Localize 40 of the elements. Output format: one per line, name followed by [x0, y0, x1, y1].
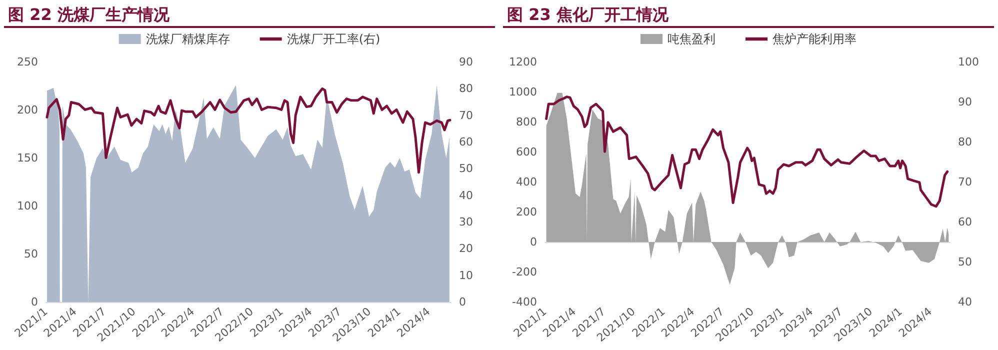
legend-label: 洗煤厂精煤库存 [146, 32, 230, 46]
y-tick-label: 800 [516, 116, 537, 128]
y-tick-label: 1200 [509, 56, 537, 68]
y2-tick-label: 90 [459, 56, 473, 68]
y2-tick-label: 40 [459, 188, 473, 202]
y-tick-label: 1000 [509, 86, 537, 98]
y-tick-label: 100 [17, 200, 38, 212]
y-tick-label: -200 [512, 266, 537, 278]
y-tick-label: -400 [512, 296, 537, 308]
y-tick-label: 200 [17, 104, 38, 116]
line-series [46, 87, 452, 174]
chart-title: 图 22 洗煤厂生产情况 [4, 0, 495, 28]
y2-tick-label: 0 [459, 296, 466, 308]
y2-tick-label: 40 [958, 296, 972, 308]
y-tick-label: 250 [17, 56, 38, 68]
y-tick-label: 0 [530, 236, 537, 248]
y2-tick-label: 50 [958, 256, 972, 268]
legend-label: 焦炉产能利用率 [772, 32, 856, 46]
y2-tick-label: 30 [459, 216, 473, 228]
y-tick-label: 0 [31, 296, 38, 308]
y2-tick-label: 80 [459, 82, 473, 96]
y2-tick-label: 100 [958, 56, 979, 68]
y2-tick-label: 10 [459, 268, 473, 282]
y2-tick-label: 60 [459, 136, 473, 148]
y-tick-label: 600 [516, 146, 537, 158]
y2-tick-label: 80 [958, 136, 972, 148]
y-tick-label: 200 [516, 206, 537, 218]
y2-tick-label: 70 [958, 176, 972, 188]
legend-label: 洗煤厂开工率(右) [286, 32, 380, 46]
y-tick-label: 150 [17, 152, 38, 164]
legend-label: 吨焦盈利 [668, 32, 716, 46]
line-series [545, 96, 949, 208]
y2-tick-label: 90 [958, 96, 972, 108]
y-tick-label: 400 [516, 176, 537, 188]
y-tick-label: 50 [24, 248, 38, 260]
y2-tick-label: 60 [958, 216, 972, 228]
y2-tick-label: 20 [459, 242, 473, 256]
y2-tick-label: 50 [459, 162, 473, 176]
y2-tick-label: 70 [459, 108, 473, 122]
chart-title: 图 23 焦化厂开工情况 [503, 0, 994, 28]
